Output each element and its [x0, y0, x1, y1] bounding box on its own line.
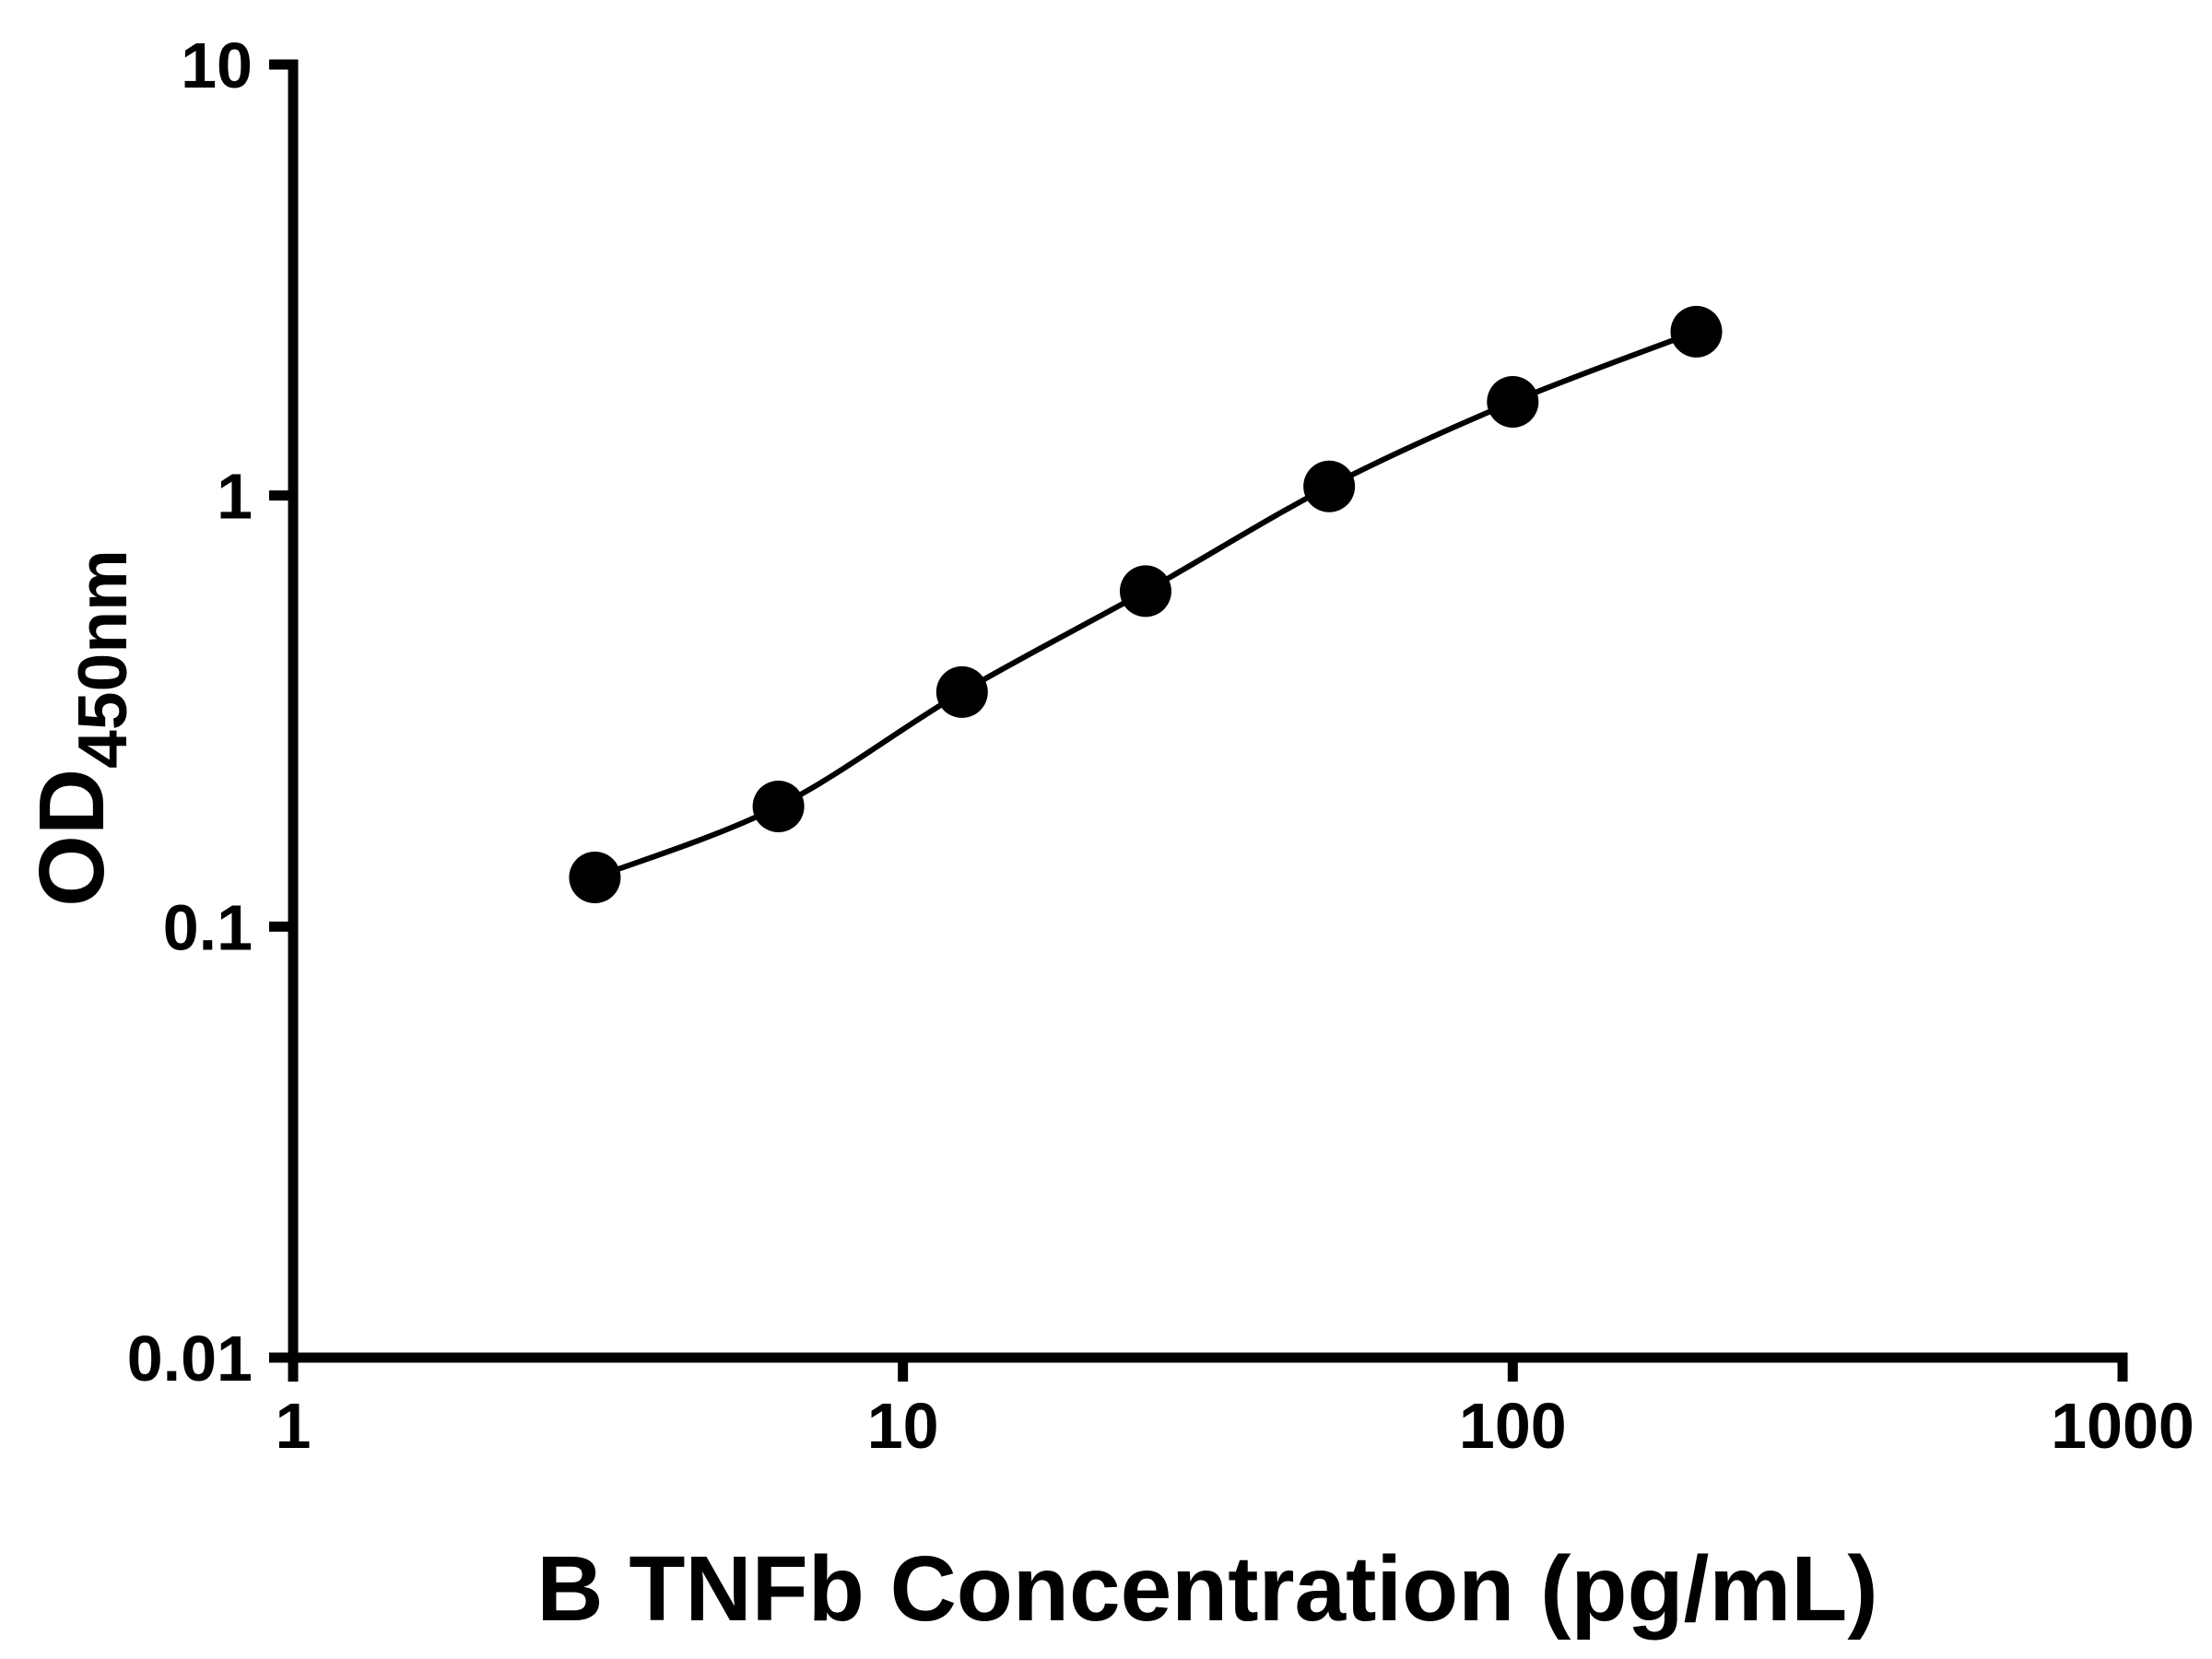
y-tick-label: 0.01: [127, 1323, 253, 1394]
data-point: [1303, 460, 1356, 512]
x-tick-label: 1000: [2051, 1390, 2194, 1462]
data-point: [1670, 305, 1723, 358]
x-axis-title: B TNFb Concentration (pg/mL): [536, 1537, 1877, 1641]
plot-area: 1 10 100 1000 10 1 0.1 0.01: [127, 29, 2194, 1462]
y-tick-label: 10: [181, 29, 253, 101]
data-point: [1487, 375, 1539, 428]
x-tick-label: 100: [1459, 1390, 1567, 1462]
x-tick-label: 1: [276, 1390, 312, 1462]
y-axis-title-main: OD: [20, 769, 124, 907]
y-tick-label: 1: [217, 461, 253, 533]
data-point: [1119, 565, 1171, 618]
y-axis-title: OD450nm: [20, 549, 141, 907]
data-point: [569, 852, 621, 904]
y-tick-label: 0.1: [163, 891, 253, 963]
data-point: [752, 780, 805, 832]
y-axis-title-sub: 450nm: [64, 549, 141, 769]
x-tick-label: 10: [867, 1390, 939, 1462]
data-point: [935, 665, 988, 718]
axis-lines: [288, 59, 2128, 1363]
